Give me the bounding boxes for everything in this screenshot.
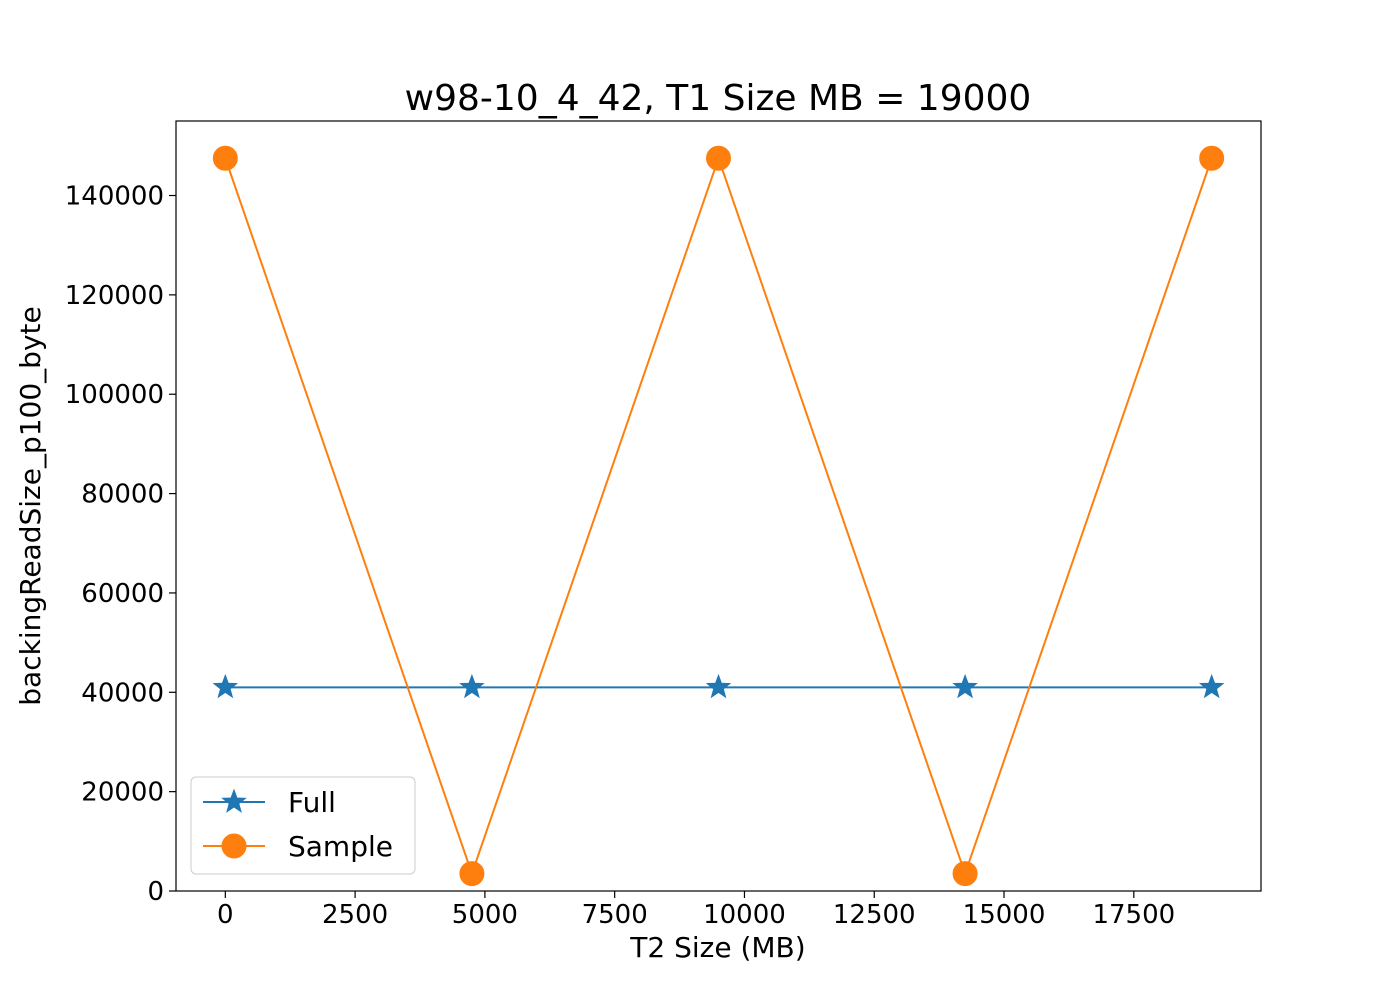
series-layer <box>212 145 1225 887</box>
x-tick-label: 7500 <box>582 900 648 930</box>
data-point-sample <box>1199 145 1225 171</box>
y-tick-label: 80000 <box>81 480 164 510</box>
legend: Full Sample <box>190 776 416 875</box>
plot-area <box>176 121 1261 891</box>
data-point-full <box>952 673 978 699</box>
x-axis-ticks: 0 2500 5000 7500 10000 12500 15000 17500 <box>217 891 1175 930</box>
data-point-full <box>1198 673 1225 699</box>
x-tick-label: 5000 <box>452 900 518 930</box>
y-tick-label: 60000 <box>81 579 164 609</box>
x-tick-label: 12500 <box>833 900 916 930</box>
data-point-full <box>705 673 732 699</box>
x-tick-label: 10000 <box>703 900 786 930</box>
y-tick-label: 20000 <box>81 778 164 808</box>
y-axis-ticks: 0 20000 40000 60000 80000 100000 120000 140000 <box>65 182 176 907</box>
data-point-sample <box>706 145 731 171</box>
data-point-sample <box>952 861 978 887</box>
y-tick-label: 140000 <box>65 182 164 212</box>
x-tick-label: 0 <box>217 900 234 930</box>
legend-label-sample: Sample <box>288 830 393 863</box>
legend-marker-full <box>221 788 247 813</box>
legend-marker-sample <box>221 833 247 859</box>
data-point-sample <box>212 145 238 171</box>
y-tick-label: 120000 <box>65 281 164 311</box>
x-axis-label: T2 Size (MB) <box>629 931 805 964</box>
x-tick-label: 17500 <box>1092 900 1175 930</box>
y-tick-label: 40000 <box>81 678 164 708</box>
plot-frame <box>175 120 1262 892</box>
chart-title: w98-10_4_42, T1 Size MB = 19000 <box>405 78 1032 119</box>
data-point-full <box>212 673 239 699</box>
x-tick-label: 15000 <box>963 900 1046 930</box>
y-tick-label: 0 <box>147 877 164 907</box>
y-axis-label: backingReadSize_p100_byte <box>14 306 47 705</box>
x-tick-label: 2500 <box>322 900 388 930</box>
data-point-sample <box>459 861 485 887</box>
data-point-full <box>459 673 485 699</box>
legend-label-full: Full <box>288 786 336 819</box>
y-tick-label: 100000 <box>65 380 164 410</box>
